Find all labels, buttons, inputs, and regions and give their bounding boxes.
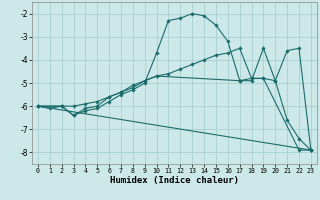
X-axis label: Humidex (Indice chaleur): Humidex (Indice chaleur) <box>110 176 239 185</box>
